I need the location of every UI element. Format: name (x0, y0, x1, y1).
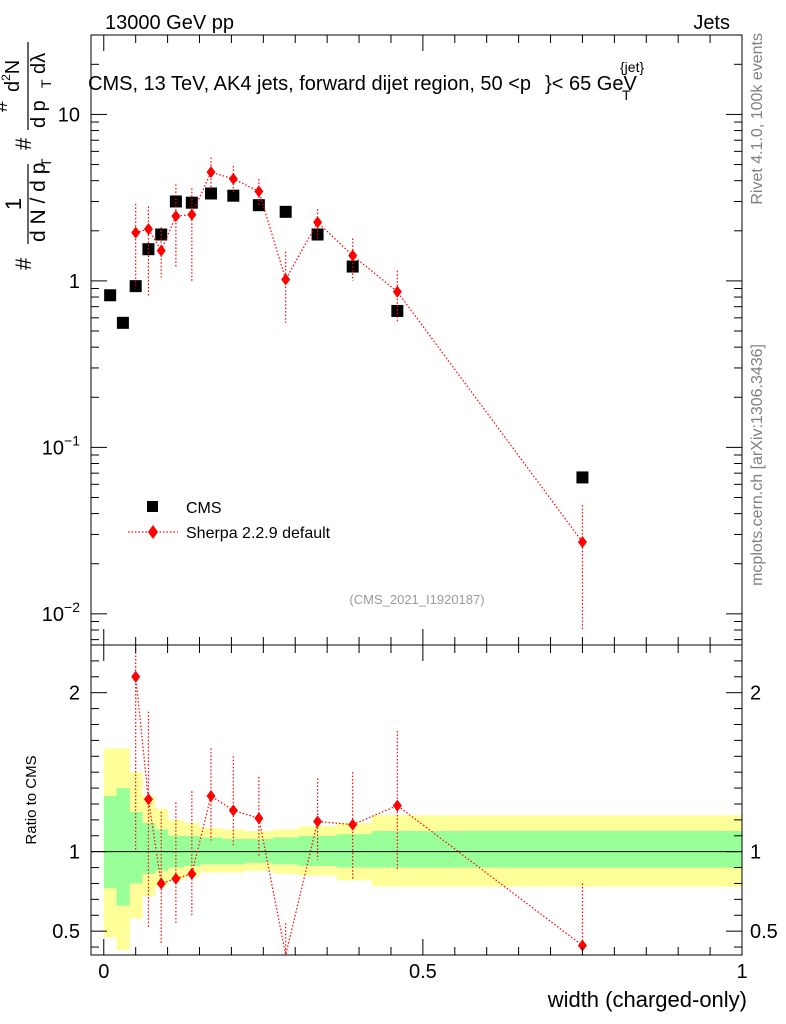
ylabel-sub-t-1: T (38, 158, 54, 167)
legend: CMS Sherpa 2.2.9 default (128, 500, 331, 542)
ratio-panel: 0.5 0.51 12 20 0.5 1 Ratio to CMS width (char… (23, 644, 778, 1012)
sherpa-point (228, 172, 238, 185)
main-ytick-label: 10 (58, 104, 80, 126)
main-marks (104, 157, 589, 630)
ylabel-hash-2: # (11, 137, 36, 150)
ylabel-d2n: d2N (0, 60, 24, 92)
cms-point (169, 195, 182, 208)
sherpa-point (254, 185, 264, 198)
main-ylabel: # 1 d N / d p T # # d2N d p T dλ (0, 42, 54, 270)
main-panel: 10−2 10−1 1 10 CMS, 13 TeV, AK4 jets, forwa… (0, 34, 743, 646)
cms-point (129, 280, 142, 293)
ratio-point (143, 793, 153, 806)
ratio-point (313, 815, 323, 828)
ylabel-dlambda: dλ (28, 53, 50, 74)
ratio-ticks: 0.5 0.51 12 20 0.5 1 (52, 644, 778, 983)
legend-sherpa-label: Sherpa 2.2.9 default (186, 525, 331, 542)
sherpa-point (206, 166, 216, 179)
ratio-ytick-label-right: 1 (750, 842, 761, 864)
ratio-marks (91, 645, 743, 956)
main-frame (90, 34, 743, 646)
ratio-band-inner (199, 837, 223, 865)
title-superscript: {jet} (620, 59, 644, 75)
ratio-band-inner (116, 788, 130, 906)
mcplots-label: mcplots.cern.ch [arXiv:1306.3436] (749, 344, 766, 586)
ratio-point (131, 670, 141, 683)
sherpa-point (313, 216, 323, 229)
chart-title: CMS, 13 TeV, AK4 jets, forward dijet reg… (88, 73, 637, 95)
sherpa-point (187, 208, 197, 221)
title-subscript: T (622, 87, 631, 103)
x-axis-label: width (charged-only) (547, 987, 747, 1012)
main-ticks: 10−2 10−1 1 10 (42, 34, 743, 645)
cms-point (279, 205, 292, 218)
cms-point (576, 471, 589, 484)
ylabel-sub-t-2: T (38, 79, 54, 88)
analysis-annotation: (CMS_2021_I1920187) (349, 592, 484, 607)
ratio-point (171, 872, 181, 885)
ylabel-hash-1: # (11, 257, 36, 270)
legend-cms-label: CMS (186, 500, 222, 517)
sherpa-point (348, 249, 358, 262)
header-process: Jets (693, 12, 730, 34)
cms-point (116, 316, 129, 329)
ratio-band-inner (272, 837, 299, 865)
ratio-band-inner (129, 811, 143, 884)
ratio-ytick-label-left: 1 (69, 842, 80, 864)
sherpa-point (143, 223, 153, 236)
ylabel-dpt: d p (28, 100, 50, 128)
ratio-point (187, 867, 197, 880)
ratio-band-inner (336, 834, 373, 868)
rivet-label: Rivet 4.1.0, 100k events (749, 33, 766, 205)
cms-point (204, 187, 217, 200)
sherpa-point (171, 210, 181, 223)
ratio-band-inner (103, 796, 118, 889)
ratio-ylabel: Ratio to CMS (23, 755, 40, 844)
ratio-ytick-label-right: 2 (750, 683, 761, 705)
ratio-band-inner (371, 831, 743, 868)
ratio-ytick-label-left: 2 (69, 683, 80, 705)
ratio-point (348, 818, 358, 831)
ratio-point (254, 812, 264, 825)
sherpa-point (156, 244, 166, 257)
ratio-ytick-label-right: 0.5 (750, 921, 778, 943)
sherpa-line (135, 171, 583, 543)
ratio-band-inner (154, 829, 169, 871)
xtick-label: 1 (736, 961, 747, 983)
ratio-point (156, 877, 166, 890)
sherpa-point (281, 273, 291, 286)
cms-point (227, 189, 240, 202)
legend-cms-marker (147, 501, 158, 512)
legend-sherpa-marker (148, 525, 158, 539)
ratio-ytick-label-left: 0.5 (52, 921, 80, 943)
ylabel-dn-dpt: d N / d p (27, 163, 50, 242)
cms-point (252, 199, 265, 212)
main-ytick-label: 1 (69, 271, 80, 293)
header-energy: 13000 GeV pp (105, 12, 234, 34)
main-ytick-label: 10−1 (42, 432, 80, 459)
sherpa-point (392, 285, 402, 298)
ratio-point (392, 799, 402, 812)
ratio-point (206, 790, 216, 803)
sherpa-point (577, 536, 587, 549)
cms-point (104, 289, 117, 302)
xtick-label: 0.5 (409, 961, 437, 983)
xtick-label: 0 (98, 961, 109, 983)
ratio-frame (90, 644, 743, 956)
ratio-point (228, 804, 238, 817)
ratio-band-inner (298, 835, 338, 866)
ylabel-one: 1 (1, 198, 26, 210)
sherpa-point (131, 226, 141, 239)
ratio-point (577, 939, 587, 952)
ylabel-hash-3: # (0, 100, 12, 112)
cms-point (391, 304, 404, 317)
main-ytick-label: 10−2 (42, 599, 80, 626)
